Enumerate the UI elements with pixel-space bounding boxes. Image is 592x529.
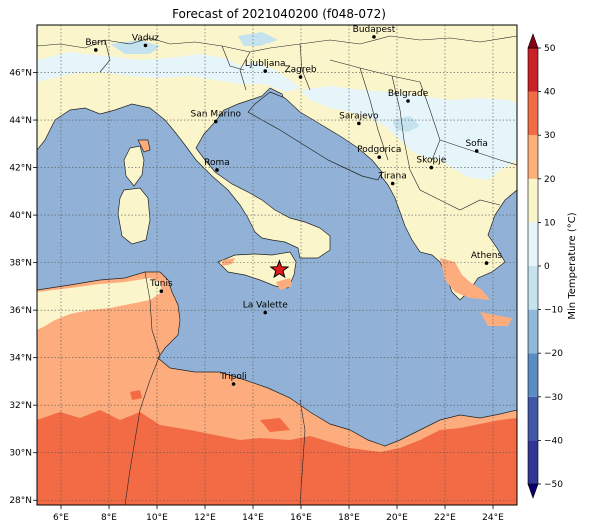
city-dot [143,43,148,48]
city-dot [372,35,376,39]
lon-tick-label: 16°E [290,513,312,523]
colorbar-segment [528,222,538,266]
lat-tick-label: 32°N [9,401,32,411]
lon-tick-label: 12°E [194,513,216,523]
colorbar-tick-label: 50 [544,44,556,54]
city-label: La Valette [243,301,288,311]
city-dot [474,149,479,153]
city-dot [94,48,98,52]
sardinia-warm-coast [137,139,151,153]
corsica-island [123,145,145,187]
colder-spots [110,32,420,132]
colorbar-label: Min Temperature (°C) [567,212,578,319]
greece-warm-coast [440,258,512,326]
country-borders [37,35,517,505]
city-dot [263,69,268,73]
city-label: Skopje [416,156,446,166]
sicily-island [217,251,297,289]
sardinia-island [117,187,151,245]
city-label: Athens [471,251,502,261]
coastal-cool-strip [37,278,162,330]
colorbar-extend-min [527,483,539,499]
colorbar-segment [528,266,538,310]
lon-tick-label: 18°E [338,513,360,523]
city-label: Zagreb [284,65,316,75]
colorbar-tick-label: −10 [544,306,563,316]
colorbar-extend-max [527,33,539,49]
colorbar-segment [528,48,538,92]
sicily-warm-coast [222,258,292,290]
city-dot [377,155,382,159]
map-title: Forecast of 2021040200 (f048-072) [172,7,386,21]
city-label: Budapest [353,25,396,35]
city-label: Tunis [149,279,173,289]
map-frame [36,24,518,506]
city-label: Bern [85,38,106,48]
city-label: Roma [204,158,230,168]
colorbar-tick-label: −40 [544,436,563,446]
city-dot [429,165,434,170]
city-dot [231,382,236,386]
lat-tick-label: 38°N [9,259,32,269]
colorbar-tick-label: −50 [544,480,563,490]
city-dot [215,168,219,172]
colorbar-segment [528,353,538,397]
city-label: Podgorica [357,145,401,155]
lat-tick-label: 36°N [9,306,32,316]
lon-tick-label: 22°E [434,513,456,523]
city-dot [214,119,218,124]
city-label: Sofia [465,139,487,149]
event-star-marker [269,259,290,279]
lon-tick-label: 6°E [53,513,69,523]
city-dot [390,181,395,186]
lon-tick-label: 8°E [101,513,117,523]
city-label: San Marino [191,109,242,119]
lat-tick-label: 30°N [9,449,32,459]
colorbar-segment [528,91,538,136]
colorbar-segment [528,309,538,354]
colorbar: −50 −40 −30 −20 −10 0 10 20 30 40 50 [527,33,563,499]
city-label: Belgrade [388,89,429,99]
colorbar-tick-label: 10 [544,218,556,228]
lon-tick-label: 14°E [242,513,264,523]
city-label: Vaduz [132,33,159,43]
city-label: Tripoli [219,372,247,382]
colorbar-tick-label: 30 [544,131,556,141]
lat-tick-label: 44°N [9,116,32,126]
colorbar-segment [528,135,538,179]
alps-cold-zone [37,52,300,92]
city-label: Tirana [378,171,407,181]
colorbar-tick-label: 20 [544,175,556,185]
colorbar-tick-label: −30 [544,393,563,403]
lat-tick-label: 42°N [9,164,32,174]
city-dot [357,121,361,126]
colorbar-segment [528,178,538,223]
city-label: Sarajevo [339,111,379,121]
lon-tick-label: 10°E [146,513,168,523]
lat-tick-label: 28°N [9,496,32,506]
colorbar-tick-label: 40 [544,88,556,98]
lon-tick-label: 24°E [482,513,504,523]
lat-tick-label: 46°N [9,69,32,79]
city-dot [406,99,410,103]
balkans-cold-zone [300,86,517,180]
colorbar-segment [528,396,538,441]
colorbar-tick-label: −20 [544,349,563,359]
latitude-axis: 28°N 30°N 32°N 34°N 36°N 38°N 40°N 42°N 44°N 46°N [9,69,37,506]
colorbar-tick-label: 0 [544,262,550,272]
city-dot [484,261,489,265]
colorbar-segment [528,440,538,484]
city-dot [159,289,164,293]
city-label: Ljubljana [245,59,286,69]
city-dot [263,310,268,315]
city-dot [298,75,303,79]
lat-lon-grid [37,25,517,505]
longitude-axis: 6°E 8°E 10°E 12°E 14°E 16°E 18°E 20°E 22°E 24°E [53,505,504,523]
lat-tick-label: 40°N [9,211,32,221]
lon-tick-label: 20°E [386,513,408,523]
lat-tick-label: 34°N [9,354,32,364]
